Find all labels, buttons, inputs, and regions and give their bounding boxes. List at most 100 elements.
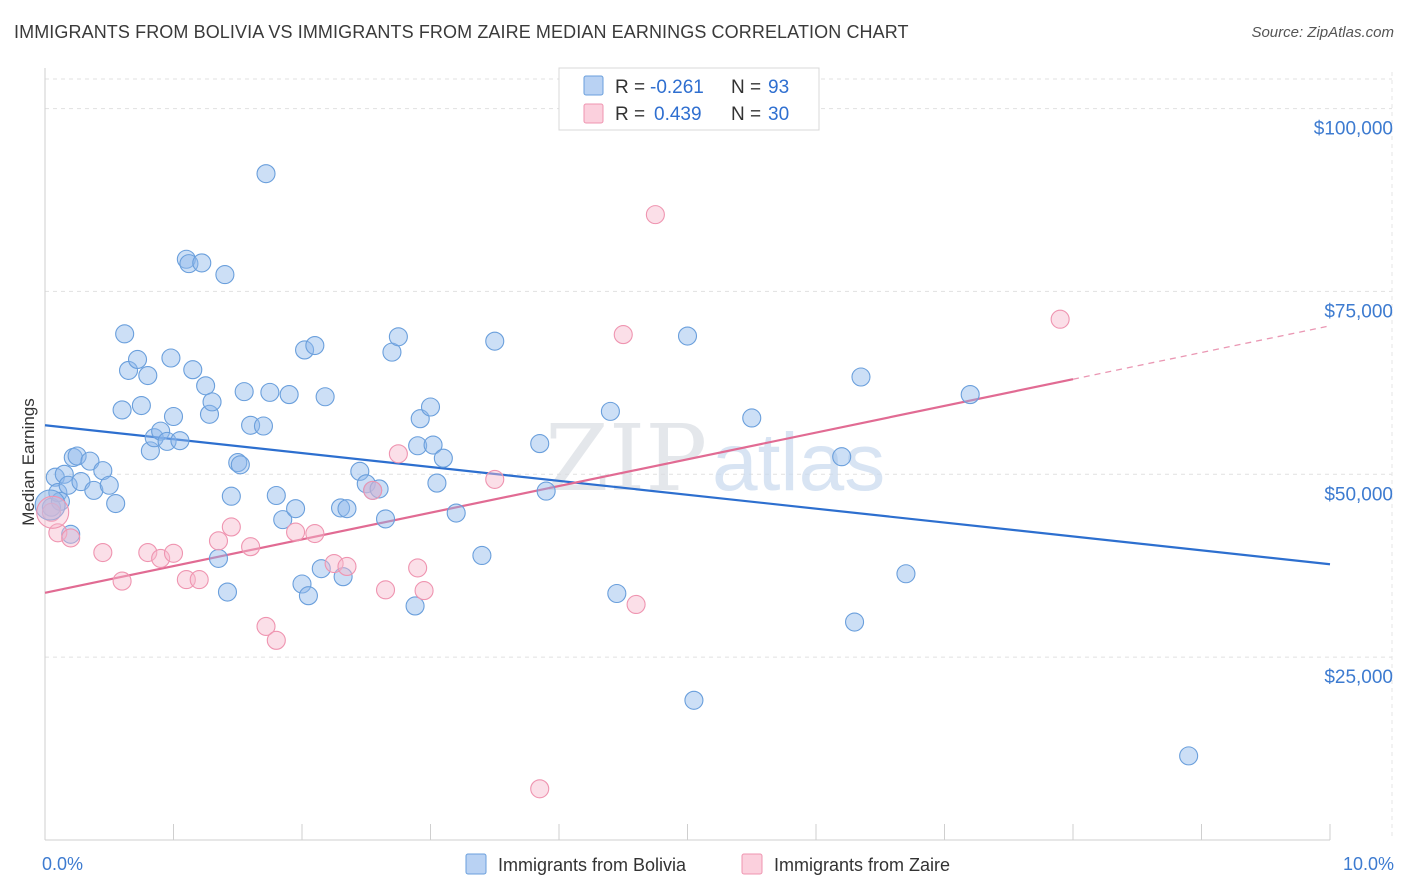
y-tick-label: $100,000 — [1314, 119, 1393, 140]
point-zaire — [241, 537, 261, 557]
legend-swatch-zaire — [741, 853, 763, 875]
point-bolivia — [530, 434, 550, 454]
legend-label-zaire: Immigrants from Zaire — [774, 855, 950, 875]
point-zaire-cluster — [36, 495, 70, 529]
point-zaire — [112, 571, 132, 591]
stats-r-value-bolivia: -0.261 — [650, 77, 704, 98]
point-bolivia — [832, 447, 852, 467]
stats-r-value-zaire: 0.439 — [654, 104, 702, 125]
stats-swatch-zaire — [583, 103, 604, 124]
point-zaire — [305, 523, 325, 544]
point-bolivia — [311, 559, 331, 579]
point-bolivia — [405, 596, 425, 616]
legend-swatch-bolivia — [465, 853, 487, 875]
stats-r-label-bolivia: R = — [615, 77, 645, 98]
point-zaire — [208, 531, 229, 551]
point-bolivia — [536, 481, 556, 501]
point-bolivia — [423, 435, 443, 455]
point-bolivia — [427, 473, 447, 493]
point-zaire — [337, 556, 357, 576]
point-zaire — [286, 522, 306, 542]
point-zaire — [138, 542, 158, 563]
stats-n-value-bolivia: 93 — [768, 77, 789, 98]
point-bolivia — [253, 416, 274, 436]
point-bolivia — [420, 397, 441, 417]
stats-swatch-bolivia — [583, 75, 604, 96]
point-bolivia — [330, 498, 351, 518]
point-bolivia — [199, 404, 220, 424]
point-bolivia — [286, 499, 306, 519]
point-bolivia — [273, 510, 293, 530]
point-zaire — [613, 325, 633, 345]
point-bolivia — [472, 545, 492, 566]
point-zaire — [189, 570, 209, 590]
point-bolivia — [215, 265, 235, 285]
point-bolivia — [388, 327, 408, 347]
point-bolivia — [742, 408, 762, 428]
points-layer — [34, 164, 1199, 799]
point-bolivia — [292, 574, 312, 594]
point-bolivia — [67, 446, 87, 466]
trend-line-bolivia — [44, 424, 1331, 566]
point-zaire — [93, 542, 113, 563]
point-bolivia — [408, 436, 428, 456]
point-bolivia — [230, 455, 250, 475]
y-tick-label: $25,000 — [1324, 667, 1393, 688]
point-bolivia — [80, 451, 100, 471]
point-bolivia — [151, 421, 171, 441]
point-bolivia — [337, 499, 357, 519]
point-bolivia — [375, 509, 396, 529]
x-tick-label: 0.0% — [42, 854, 83, 874]
point-bolivia — [896, 564, 916, 584]
point-bolivia — [684, 690, 704, 710]
series-legend: Immigrants from Bolivia Immigrants from … — [465, 853, 950, 875]
point-bolivia — [260, 382, 280, 402]
y-axis-label: Median Earnings — [19, 398, 38, 526]
x-tick-label: 10.0% — [1343, 854, 1394, 874]
point-bolivia — [315, 387, 335, 407]
point-zaire — [266, 630, 286, 650]
stats-n-label-zaire: N = — [731, 104, 761, 125]
point-bolivia — [161, 348, 181, 368]
point-zaire — [375, 580, 396, 600]
point-bolivia — [298, 586, 318, 606]
point-bolivia — [266, 485, 286, 506]
point-bolivia — [279, 385, 299, 405]
axis-layer: $25,000 $50,000 $75,000 $100,000 0.0% 10.0% — [42, 68, 1394, 874]
point-zaire — [626, 594, 646, 615]
point-zaire — [221, 517, 241, 537]
point-bolivia — [58, 475, 78, 495]
point-bolivia — [192, 253, 212, 273]
point-bolivia — [256, 164, 276, 184]
point-bolivia — [163, 406, 184, 427]
point-zaire — [61, 528, 81, 548]
point-bolivia — [369, 479, 389, 499]
point-bolivia — [208, 548, 229, 568]
point-zaire — [256, 616, 276, 636]
point-bolivia — [138, 365, 158, 386]
point-zaire — [414, 581, 434, 601]
point-bolivia — [1179, 746, 1199, 766]
stats-n-label-bolivia: N = — [731, 77, 761, 98]
point-bolivia — [54, 464, 74, 484]
point-bolivia — [607, 583, 627, 604]
point-bolivia — [228, 453, 248, 473]
point-zaire — [408, 558, 428, 578]
point-bolivia — [960, 385, 980, 405]
stats-n-value-zaire: 30 — [768, 104, 789, 125]
point-bolivia — [170, 431, 190, 451]
point-bolivia — [131, 395, 151, 416]
point-bolivia — [851, 367, 871, 387]
point-zaire — [1050, 309, 1070, 329]
point-bolivia — [217, 582, 238, 602]
point-bolivia — [183, 360, 203, 380]
point-bolivia — [485, 331, 505, 351]
point-bolivia — [127, 349, 148, 370]
point-zaire — [163, 543, 184, 563]
point-zaire — [151, 548, 171, 568]
watermark-atlas: atlas — [712, 417, 885, 508]
point-zaire — [530, 779, 550, 799]
point-zaire — [388, 444, 408, 464]
point-bolivia — [115, 324, 135, 344]
